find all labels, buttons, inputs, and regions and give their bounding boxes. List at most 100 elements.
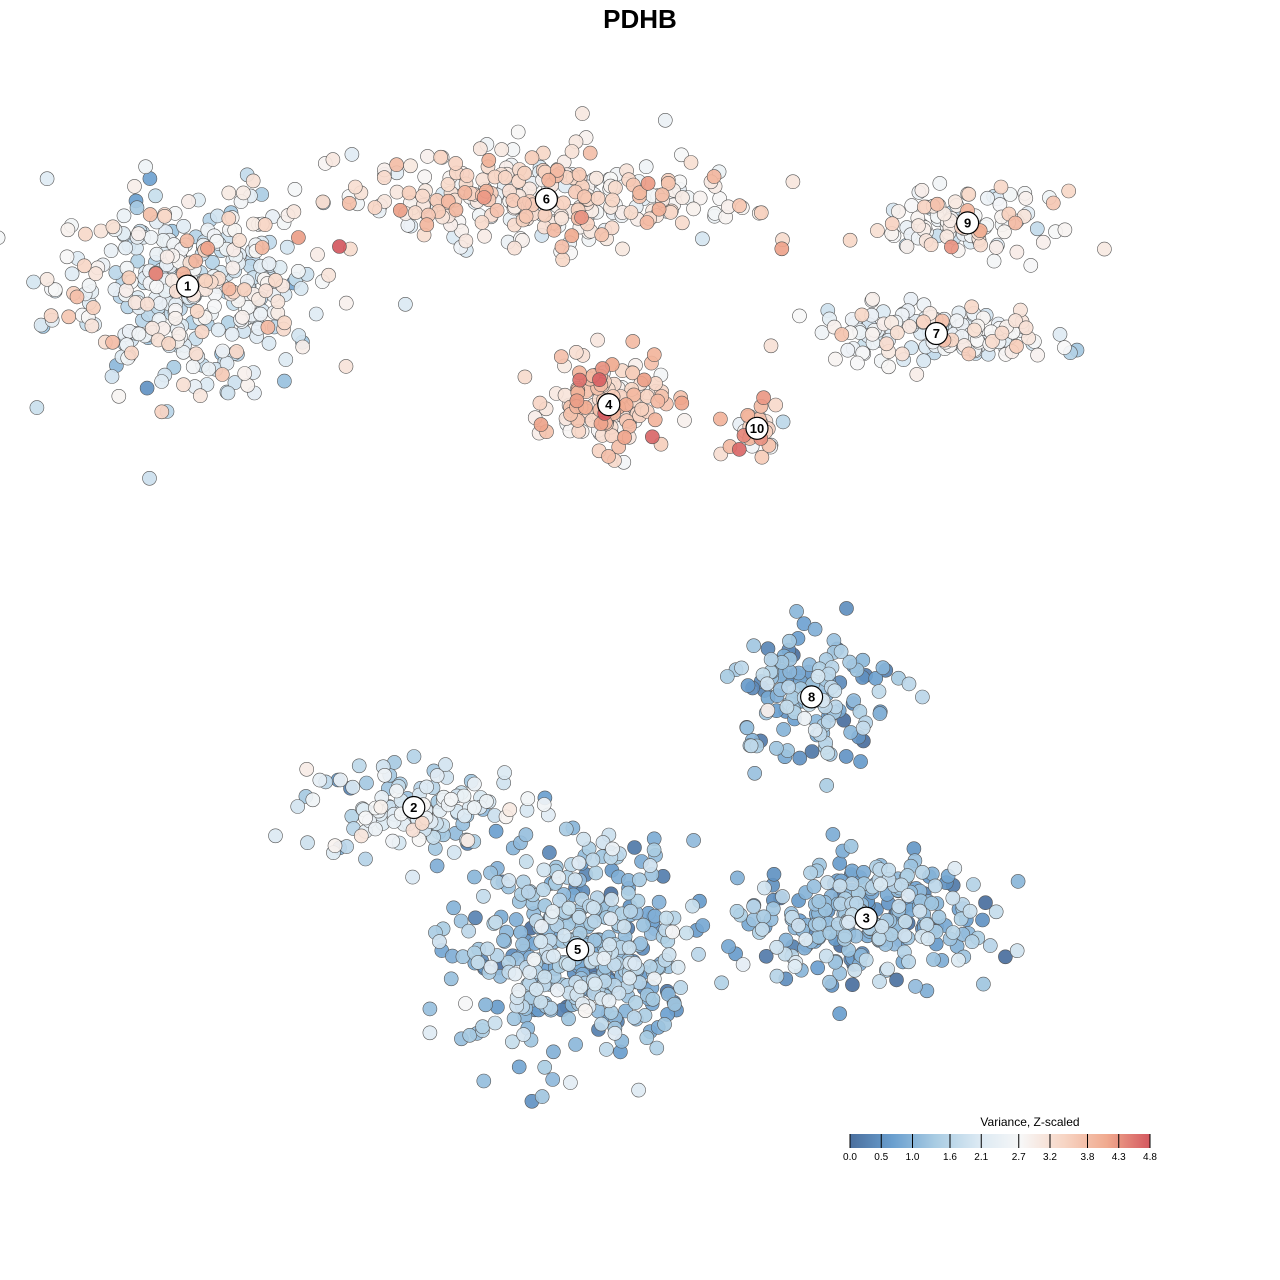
data-point <box>677 413 692 428</box>
cluster-label-text: 6 <box>543 192 550 207</box>
data-point <box>546 222 562 238</box>
cluster-label-text: 2 <box>410 800 417 815</box>
data-point <box>131 226 146 241</box>
data-point <box>988 240 1004 255</box>
data-point <box>631 1082 646 1098</box>
data-point <box>832 856 848 871</box>
data-point <box>69 289 85 305</box>
data-point <box>586 900 601 916</box>
legend-tick-label: 3.2 <box>1043 1152 1057 1163</box>
data-point <box>220 385 236 401</box>
data-point <box>407 205 423 220</box>
data-point <box>872 706 888 721</box>
data-point <box>625 365 640 381</box>
data-point <box>902 319 917 334</box>
data-point <box>1057 222 1073 238</box>
data-point <box>846 693 862 709</box>
data-point <box>116 208 132 224</box>
data-point <box>792 308 807 324</box>
data-point <box>657 1017 672 1032</box>
data-point <box>827 683 843 699</box>
data-point <box>673 980 689 995</box>
data-point <box>507 240 522 256</box>
data-point <box>871 931 887 946</box>
data-point <box>550 982 565 998</box>
data-point <box>47 282 63 298</box>
data-point <box>103 243 119 258</box>
data-point <box>39 171 55 186</box>
data-point <box>341 196 357 211</box>
data-point <box>855 720 871 736</box>
data-point <box>820 745 836 761</box>
data-point <box>268 828 283 844</box>
data-point <box>650 393 666 409</box>
data-point <box>496 933 511 948</box>
data-point <box>843 725 859 740</box>
data-point <box>828 351 843 367</box>
data-point <box>290 799 306 814</box>
data-point <box>504 1034 520 1050</box>
data-point <box>779 699 795 715</box>
data-point <box>592 372 607 388</box>
data-point <box>305 792 321 808</box>
data-point <box>945 925 961 940</box>
data-point <box>104 369 120 384</box>
data-point <box>127 295 143 310</box>
data-point <box>916 353 932 369</box>
data-point <box>462 1028 478 1043</box>
data-point <box>766 866 782 882</box>
data-point <box>446 845 462 860</box>
data-point <box>571 167 587 182</box>
data-point <box>528 981 544 997</box>
legend-tick-label: 0.5 <box>874 1152 888 1163</box>
data-point <box>1036 234 1051 250</box>
data-point <box>124 345 139 361</box>
data-point <box>916 314 931 330</box>
data-point <box>621 940 637 956</box>
data-point <box>476 888 491 904</box>
data-point <box>315 194 331 210</box>
data-point <box>299 761 315 777</box>
data-point <box>926 952 941 967</box>
data-point <box>545 1072 561 1087</box>
cluster-label-badge <box>565 938 590 962</box>
data-point <box>622 970 637 986</box>
data-point <box>457 808 472 824</box>
data-point <box>879 336 894 352</box>
data-point <box>161 336 176 352</box>
data-point <box>389 783 404 799</box>
legend-tick-label: 4.8 <box>1143 1152 1157 1163</box>
data-point <box>900 888 916 903</box>
data-point <box>654 187 670 203</box>
data-point <box>221 211 237 226</box>
data-point <box>756 909 772 925</box>
data-point <box>695 231 710 247</box>
data-point <box>634 401 650 417</box>
data-point <box>176 219 191 234</box>
data-point <box>536 882 551 898</box>
data-point <box>747 765 763 781</box>
data-point <box>142 207 158 222</box>
data-point <box>321 267 336 283</box>
data-point <box>889 972 904 988</box>
data-point <box>623 205 639 220</box>
data-point <box>325 152 341 167</box>
data-point <box>982 938 998 953</box>
points-layer <box>0 106 1112 1109</box>
data-point <box>571 909 587 925</box>
data-point <box>567 872 583 888</box>
data-point <box>623 903 638 919</box>
data-point <box>26 274 41 290</box>
data-point <box>561 956 577 972</box>
data-point <box>508 912 524 927</box>
data-point <box>345 779 361 795</box>
data-point <box>589 170 604 186</box>
data-point <box>200 241 215 256</box>
data-point <box>811 916 827 932</box>
data-point <box>997 224 1012 240</box>
data-point <box>553 349 569 365</box>
data-point <box>975 912 990 928</box>
data-point <box>615 241 630 257</box>
data-point <box>1052 327 1068 342</box>
data-point <box>789 604 804 619</box>
